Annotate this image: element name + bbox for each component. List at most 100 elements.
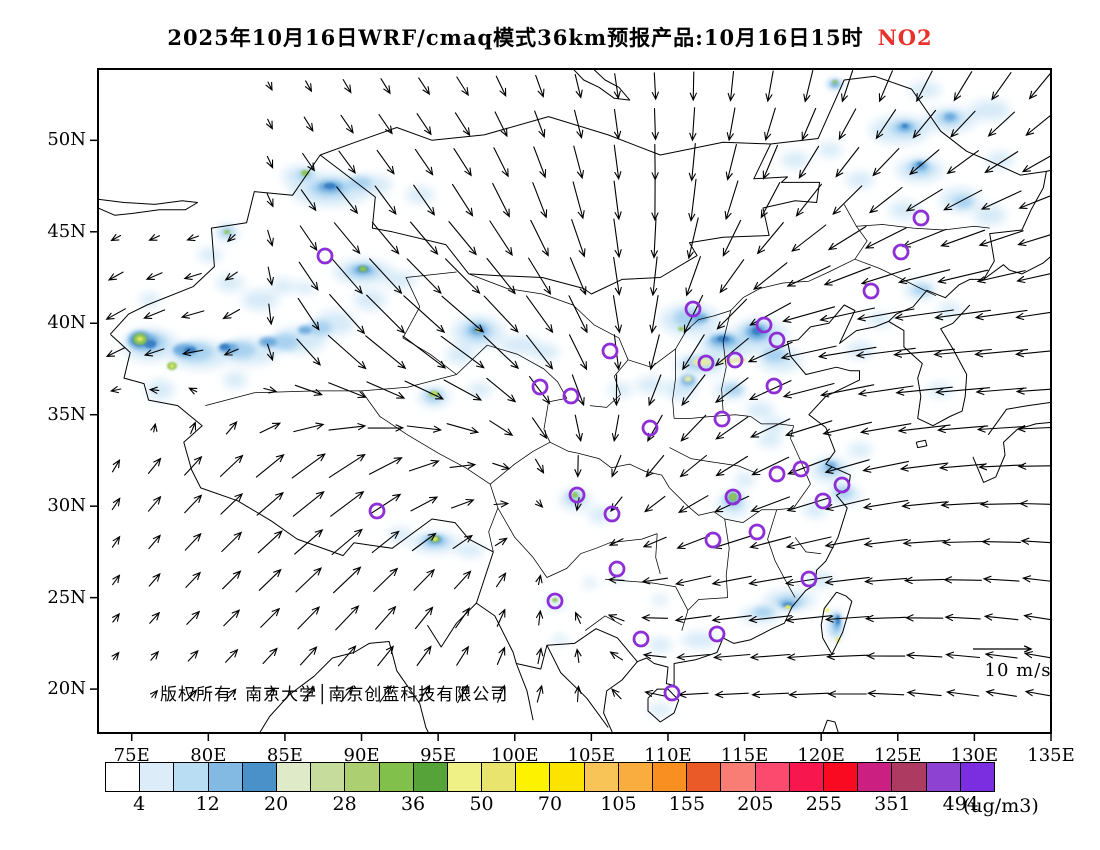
y-axis-tick-label: 30N bbox=[47, 495, 86, 517]
colorbar-tick-label: 20 bbox=[264, 793, 289, 815]
colorbar-cell bbox=[858, 763, 893, 791]
station-marker bbox=[892, 243, 910, 261]
colorbar-cell bbox=[379, 763, 414, 791]
colorbar bbox=[105, 762, 995, 792]
station-marker bbox=[663, 684, 681, 702]
colorbar-tick-label: 155 bbox=[668, 793, 706, 815]
species-label: NO2 bbox=[877, 25, 933, 50]
station-marker bbox=[792, 460, 810, 478]
y-axis-tick-label: 35N bbox=[47, 403, 86, 425]
station-marker bbox=[368, 502, 386, 520]
colorbar-cell bbox=[960, 763, 994, 791]
wind-scale-label: 10 m/s bbox=[984, 660, 1052, 681]
colorbar-cell bbox=[618, 763, 653, 791]
wind-arrows-layer bbox=[105, 69, 1051, 704]
colorbar-tick-label: 12 bbox=[195, 793, 220, 815]
colorbar-tick-label: 351 bbox=[874, 793, 911, 815]
colorbar-cell bbox=[345, 763, 380, 791]
colorbar-tick-label: 255 bbox=[805, 793, 842, 815]
colorbar-cell bbox=[106, 763, 141, 791]
y-axis-tick-label: 25N bbox=[47, 586, 86, 608]
map-canvas bbox=[90, 68, 1052, 741]
colorbar-cell bbox=[242, 763, 277, 791]
station-marker bbox=[316, 247, 334, 265]
colorbar-cell bbox=[276, 763, 312, 791]
colorbar-tick-label: 70 bbox=[537, 793, 563, 815]
station-marker bbox=[755, 316, 773, 334]
colorbar-tick-labels: 4 12 20 28 36 50 70 105 155 205 255 351 494 bbox=[0, 793, 1100, 823]
colorbar-cell bbox=[208, 763, 243, 791]
colorbar-cell bbox=[447, 763, 483, 791]
colorbar-cell bbox=[584, 763, 619, 791]
y-axis-tick-label: 45N bbox=[47, 220, 86, 242]
colorbar-cell bbox=[413, 763, 448, 791]
colorbar-cell bbox=[789, 763, 824, 791]
station-marker bbox=[814, 492, 832, 510]
colorbar-cell bbox=[892, 763, 927, 791]
copyright-label: 版权所有: 南京大学│南京创蓝科技有限公司 bbox=[160, 685, 509, 705]
colorbar-cell bbox=[311, 763, 346, 791]
wind-scale-arrow bbox=[973, 645, 1033, 653]
colorbar-cell bbox=[516, 763, 551, 791]
station-marker bbox=[697, 354, 715, 372]
x-axis-tick-label: 125E bbox=[874, 745, 922, 766]
x-axis-tick-label: 100E bbox=[490, 745, 539, 766]
colorbar-cell bbox=[721, 763, 756, 791]
station-marker bbox=[713, 410, 731, 428]
colorbar-cell bbox=[653, 763, 688, 791]
x-axis-tick-label: 130E bbox=[950, 745, 999, 766]
y-axis-tick-label: 20N bbox=[47, 678, 86, 700]
coastline-layer bbox=[98, 69, 1051, 733]
station-marker bbox=[704, 531, 722, 549]
title-text: 2025年10月16日WRF/cmaq模式36km预报产品:10月16日15时 bbox=[167, 25, 864, 50]
station-marker bbox=[768, 465, 786, 483]
station-marker bbox=[912, 209, 930, 227]
x-axis-tick-label: 120E bbox=[797, 745, 845, 766]
colorbar-cell bbox=[174, 763, 209, 791]
x-axis-tick-label: 80E bbox=[190, 745, 227, 766]
colorbar-cell bbox=[687, 763, 722, 791]
station-marker bbox=[603, 505, 621, 523]
station-marker bbox=[748, 523, 766, 541]
station-marker bbox=[531, 378, 549, 396]
colorbar-tick-label: 494 bbox=[942, 793, 979, 815]
station-marker bbox=[546, 592, 564, 610]
map-title: 2025年10月16日WRF/cmaq模式36km预报产品:10月16日15时 N… bbox=[0, 22, 1100, 52]
station-marker bbox=[765, 377, 783, 395]
colorbar-tick-label: 105 bbox=[600, 793, 637, 815]
station-marker bbox=[684, 300, 702, 318]
colorbar-tick-label: 50 bbox=[469, 793, 494, 815]
station-marker bbox=[568, 486, 586, 504]
station-marker bbox=[601, 342, 619, 360]
colorbar-cell bbox=[755, 763, 790, 791]
x-axis-tick-label: 115E bbox=[720, 745, 769, 766]
station-marker bbox=[708, 625, 726, 643]
colorbar-tick-label: 28 bbox=[332, 793, 357, 815]
x-axis-tick-label: 135E bbox=[1027, 745, 1075, 766]
map-frame bbox=[97, 68, 1052, 734]
colorbar-cell bbox=[926, 763, 961, 791]
x-axis-tick-label: 110E bbox=[644, 745, 692, 766]
y-axis-tick-label: 50N bbox=[47, 129, 86, 151]
x-axis-tick-label: 75E bbox=[113, 745, 150, 766]
station-marker bbox=[724, 488, 742, 506]
colorbar-tick-label: 4 bbox=[133, 793, 146, 815]
station-marker bbox=[862, 282, 880, 300]
axis-ticks bbox=[90, 139, 1052, 741]
y-axis-tick-label: 40N bbox=[47, 312, 86, 334]
concentration-shading-layer bbox=[122, 79, 1014, 716]
colorbar-tick-label: 205 bbox=[737, 793, 774, 815]
station-marker bbox=[726, 351, 744, 369]
colorbar-cell bbox=[482, 763, 517, 791]
x-axis-tick-label: 85E bbox=[266, 745, 303, 766]
station-marker bbox=[833, 476, 851, 494]
station-marker bbox=[800, 570, 818, 588]
x-axis-tick-label: 95E bbox=[420, 745, 457, 766]
station-marker bbox=[632, 630, 650, 648]
station-marker bbox=[768, 331, 786, 349]
colorbar-cell bbox=[140, 763, 175, 791]
colorbar-unit-label: (ug/m3) bbox=[963, 795, 1039, 817]
station-markers-layer bbox=[316, 209, 930, 702]
x-axis-tick-label: 105E bbox=[567, 745, 616, 766]
x-axis-tick-label: 90E bbox=[343, 745, 380, 766]
